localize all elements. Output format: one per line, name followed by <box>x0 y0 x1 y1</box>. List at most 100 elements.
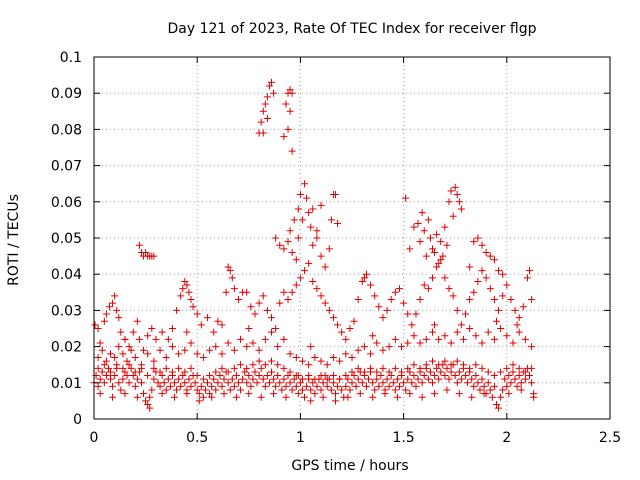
data-point <box>344 375 352 383</box>
data-point <box>259 107 267 115</box>
data-point <box>115 343 123 351</box>
data-point <box>280 133 288 141</box>
x-tick-label: 1 <box>296 430 305 446</box>
data-point <box>280 364 288 372</box>
data-point <box>121 390 129 398</box>
data-point <box>379 379 387 387</box>
data-point <box>449 292 457 300</box>
data-point <box>162 386 170 394</box>
data-point <box>220 390 228 398</box>
data-point <box>420 372 428 380</box>
data-point <box>472 332 480 340</box>
data-point <box>457 205 465 213</box>
data-point <box>94 364 102 372</box>
data-point <box>513 382 521 390</box>
data-point <box>298 386 306 394</box>
data-point <box>133 317 141 325</box>
data-point <box>261 382 269 390</box>
data-point <box>420 227 428 235</box>
data-point <box>228 375 236 383</box>
data-point <box>371 292 379 300</box>
data-point <box>486 252 494 260</box>
data-point <box>486 386 494 394</box>
data-point <box>451 183 459 191</box>
data-point <box>499 386 507 394</box>
data-point <box>404 364 412 372</box>
data-point <box>398 343 406 351</box>
data-point <box>526 372 534 380</box>
data-point <box>360 343 368 351</box>
data-point <box>453 191 461 199</box>
data-point <box>307 397 315 405</box>
data-point <box>358 277 366 285</box>
data-point <box>354 375 362 383</box>
data-point <box>94 382 102 390</box>
data-point <box>426 368 434 376</box>
data-point <box>91 321 99 329</box>
data-point <box>193 372 201 380</box>
data-point <box>193 350 201 358</box>
data-point <box>268 78 276 86</box>
data-point <box>391 288 399 296</box>
data-point <box>156 368 164 376</box>
data-point <box>197 321 205 329</box>
data-point <box>453 306 461 314</box>
data-point <box>428 274 436 282</box>
data-point <box>166 382 174 390</box>
data-point <box>282 100 290 108</box>
data-point <box>503 332 511 340</box>
data-point <box>105 303 113 311</box>
data-point <box>342 372 350 380</box>
data-point <box>307 223 315 231</box>
data-point <box>181 277 189 285</box>
data-point <box>528 343 536 351</box>
data-point <box>228 274 236 282</box>
data-point <box>408 379 416 387</box>
data-point <box>125 379 133 387</box>
data-point <box>276 299 284 307</box>
plot-frame <box>93 56 611 420</box>
data-point <box>168 343 176 351</box>
data-point <box>119 375 127 383</box>
data-point <box>243 288 251 296</box>
data-point <box>455 368 463 376</box>
data-point <box>305 259 313 267</box>
data-point <box>445 198 453 206</box>
data-point <box>199 375 207 383</box>
data-point <box>129 328 137 336</box>
data-point <box>150 375 158 383</box>
data-point <box>313 285 321 293</box>
data-point <box>348 353 356 361</box>
data-point <box>185 375 193 383</box>
data-point <box>457 321 465 329</box>
data-point <box>294 390 302 398</box>
data-point <box>507 379 515 387</box>
data-point <box>206 390 214 398</box>
data-point <box>480 382 488 390</box>
data-point <box>245 390 253 398</box>
data-point <box>284 125 292 133</box>
data-point <box>305 372 313 380</box>
data-point <box>199 393 207 401</box>
data-point <box>379 314 387 322</box>
data-point <box>459 361 467 369</box>
data-point <box>175 375 183 383</box>
data-point <box>276 379 284 387</box>
data-point <box>402 194 410 202</box>
data-point <box>488 393 496 401</box>
data-point <box>175 350 183 358</box>
data-point <box>342 350 350 358</box>
data-point <box>195 397 203 405</box>
data-point <box>327 386 335 394</box>
data-point <box>373 375 381 383</box>
data-point <box>385 368 393 376</box>
data-point <box>154 379 162 387</box>
data-point <box>144 401 152 409</box>
data-point <box>416 296 424 304</box>
data-point <box>474 379 482 387</box>
data-point <box>426 234 434 242</box>
data-point <box>115 379 123 387</box>
data-point <box>156 382 164 390</box>
data-point <box>270 375 278 383</box>
